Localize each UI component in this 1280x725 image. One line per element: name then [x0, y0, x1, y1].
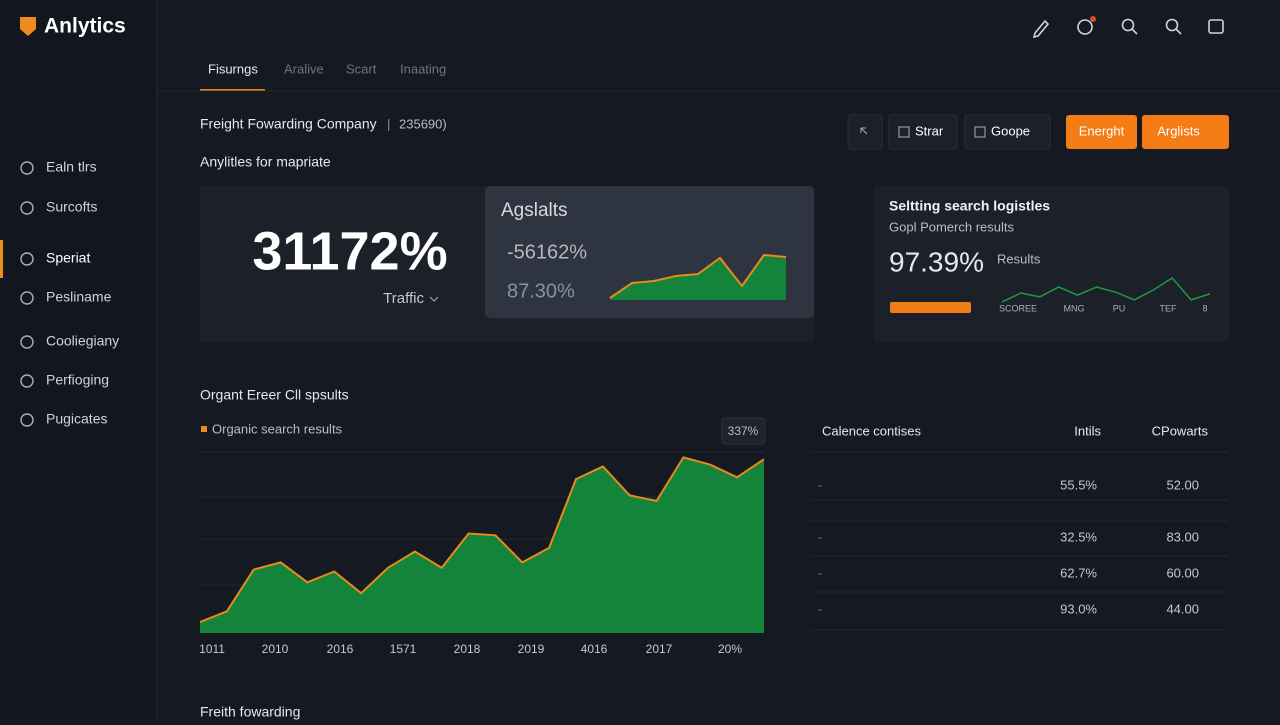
footer-title: Freith fowarding: [200, 704, 300, 720]
badge-box: [721, 417, 766, 445]
table-cell: -: [818, 529, 822, 544]
table-cell: 55.5%: [1060, 477, 1097, 492]
x-tick-label: 2019: [518, 642, 545, 656]
search-label: Results: [997, 251, 1041, 266]
sparkline-line: [609, 253, 787, 299]
sidebar: [0, 0, 157, 720]
notifications-icon[interactable]: [1077, 19, 1093, 35]
search-title: Seltting search logistles: [889, 198, 1050, 214]
nav-item[interactable]: Pugicates: [46, 411, 107, 427]
search-subtitle: Gopl Pomerch results: [889, 219, 1014, 234]
button-icon: [898, 126, 910, 138]
agslalts-line1: -56162%: [507, 241, 587, 263]
nav-icon: [20, 374, 34, 388]
spark-label: PU: [1113, 303, 1126, 313]
spark-label: MNG: [1064, 303, 1085, 313]
tab[interactable]: Fisurngs: [208, 61, 258, 76]
table-cell: 62.7%: [1060, 565, 1097, 580]
tab[interactable]: Scart: [346, 61, 377, 76]
nav-icon: [20, 335, 34, 349]
button[interactable]: [1142, 115, 1229, 149]
sparkline-area: [610, 255, 786, 300]
button-label: Goope: [991, 123, 1030, 138]
x-tick-label: 20%: [718, 642, 742, 656]
progress-bar: [890, 302, 971, 313]
button-label: Energht: [1079, 123, 1125, 138]
table-header: Calence contises: [822, 423, 921, 438]
nav-icon: [20, 161, 34, 175]
section-subtitle: Anylitles for mapriate: [200, 154, 331, 170]
logo: Anlytics: [44, 15, 126, 38]
nav-icon: [20, 252, 34, 266]
edit-icon[interactable]: [1032, 19, 1050, 39]
table-cell: 44.00: [1166, 601, 1199, 616]
x-tick-label: 2010: [262, 642, 289, 656]
company-name: Freight Fowarding Company: [200, 116, 377, 132]
agslalts-title: Agslalts: [501, 200, 568, 221]
x-tick-label: 1011: [199, 642, 225, 656]
area-chart-title: Organt Ereer Cll spsults: [200, 387, 349, 403]
separator: |: [387, 116, 390, 131]
x-tick-label: 1571: [390, 642, 417, 656]
active-indicator: [0, 240, 3, 278]
badge: 337%: [728, 424, 759, 438]
nav-item[interactable]: Surcofts: [46, 199, 97, 215]
table-cell: -: [818, 601, 822, 616]
button[interactable]: [888, 114, 958, 150]
spark-label: SCOREE: [999, 303, 1037, 313]
x-tick-label: 2018: [454, 642, 481, 656]
table-cell: -: [818, 565, 822, 580]
x-tick-label: 2017: [646, 642, 673, 656]
button[interactable]: [964, 114, 1051, 150]
back-icon: [860, 127, 868, 135]
table-cell: 52.00: [1166, 477, 1199, 492]
agslalts-line2: 87.30%: [507, 280, 575, 302]
traffic-value: 31172%: [252, 221, 447, 281]
button-icon: [974, 126, 986, 138]
logo-icon: [20, 17, 36, 36]
calendar-icon[interactable]: [1208, 19, 1224, 34]
table-header: CPowarts: [1152, 423, 1209, 438]
button-label: Strar: [915, 123, 944, 138]
x-tick-label: 2016: [327, 642, 354, 656]
x-tick-label: 4016: [581, 642, 608, 656]
tab-underline: [200, 89, 265, 91]
spark-label: 8: [1202, 303, 1207, 313]
sparkline-line: [1001, 277, 1211, 303]
company-code: 235690): [399, 116, 447, 131]
legend-swatch: [201, 426, 207, 432]
table-cell: 83.00: [1166, 529, 1199, 544]
search-icon[interactable]: [1121, 18, 1135, 32]
table-header: Intils: [1074, 423, 1101, 438]
tab[interactable]: Inaating: [400, 61, 446, 76]
dropdown-icon[interactable]: [429, 296, 439, 302]
nav-item[interactable]: Ealn tlrs: [46, 159, 97, 175]
spark-label: TEF: [1160, 303, 1178, 313]
table-cell: 32.5%: [1060, 529, 1097, 544]
area-line: [199, 456, 765, 624]
table-cell: 93.0%: [1060, 601, 1097, 616]
table-cell: -: [818, 477, 822, 492]
traffic-label: Traffic: [383, 290, 424, 307]
search-value: 97.39%: [889, 246, 984, 277]
legend-label: Organic search results: [212, 421, 343, 436]
button-label: Arglists: [1157, 123, 1200, 138]
tab[interactable]: Aralive: [284, 61, 324, 76]
nav-icon: [20, 413, 34, 427]
nav-icon: [20, 201, 34, 215]
nav-icon: [20, 291, 34, 305]
area: [200, 457, 764, 633]
nav-item[interactable]: Perfioging: [46, 372, 109, 388]
nav-item[interactable]: Pesliname: [46, 289, 112, 305]
search-icon-2[interactable]: [1165, 18, 1179, 32]
nav-item[interactable]: Speriat: [46, 250, 90, 266]
nav-item[interactable]: Cooliegiany: [46, 333, 119, 349]
button[interactable]: [1066, 115, 1137, 149]
badge: [1090, 16, 1096, 22]
table-cell: 60.00: [1166, 565, 1199, 580]
